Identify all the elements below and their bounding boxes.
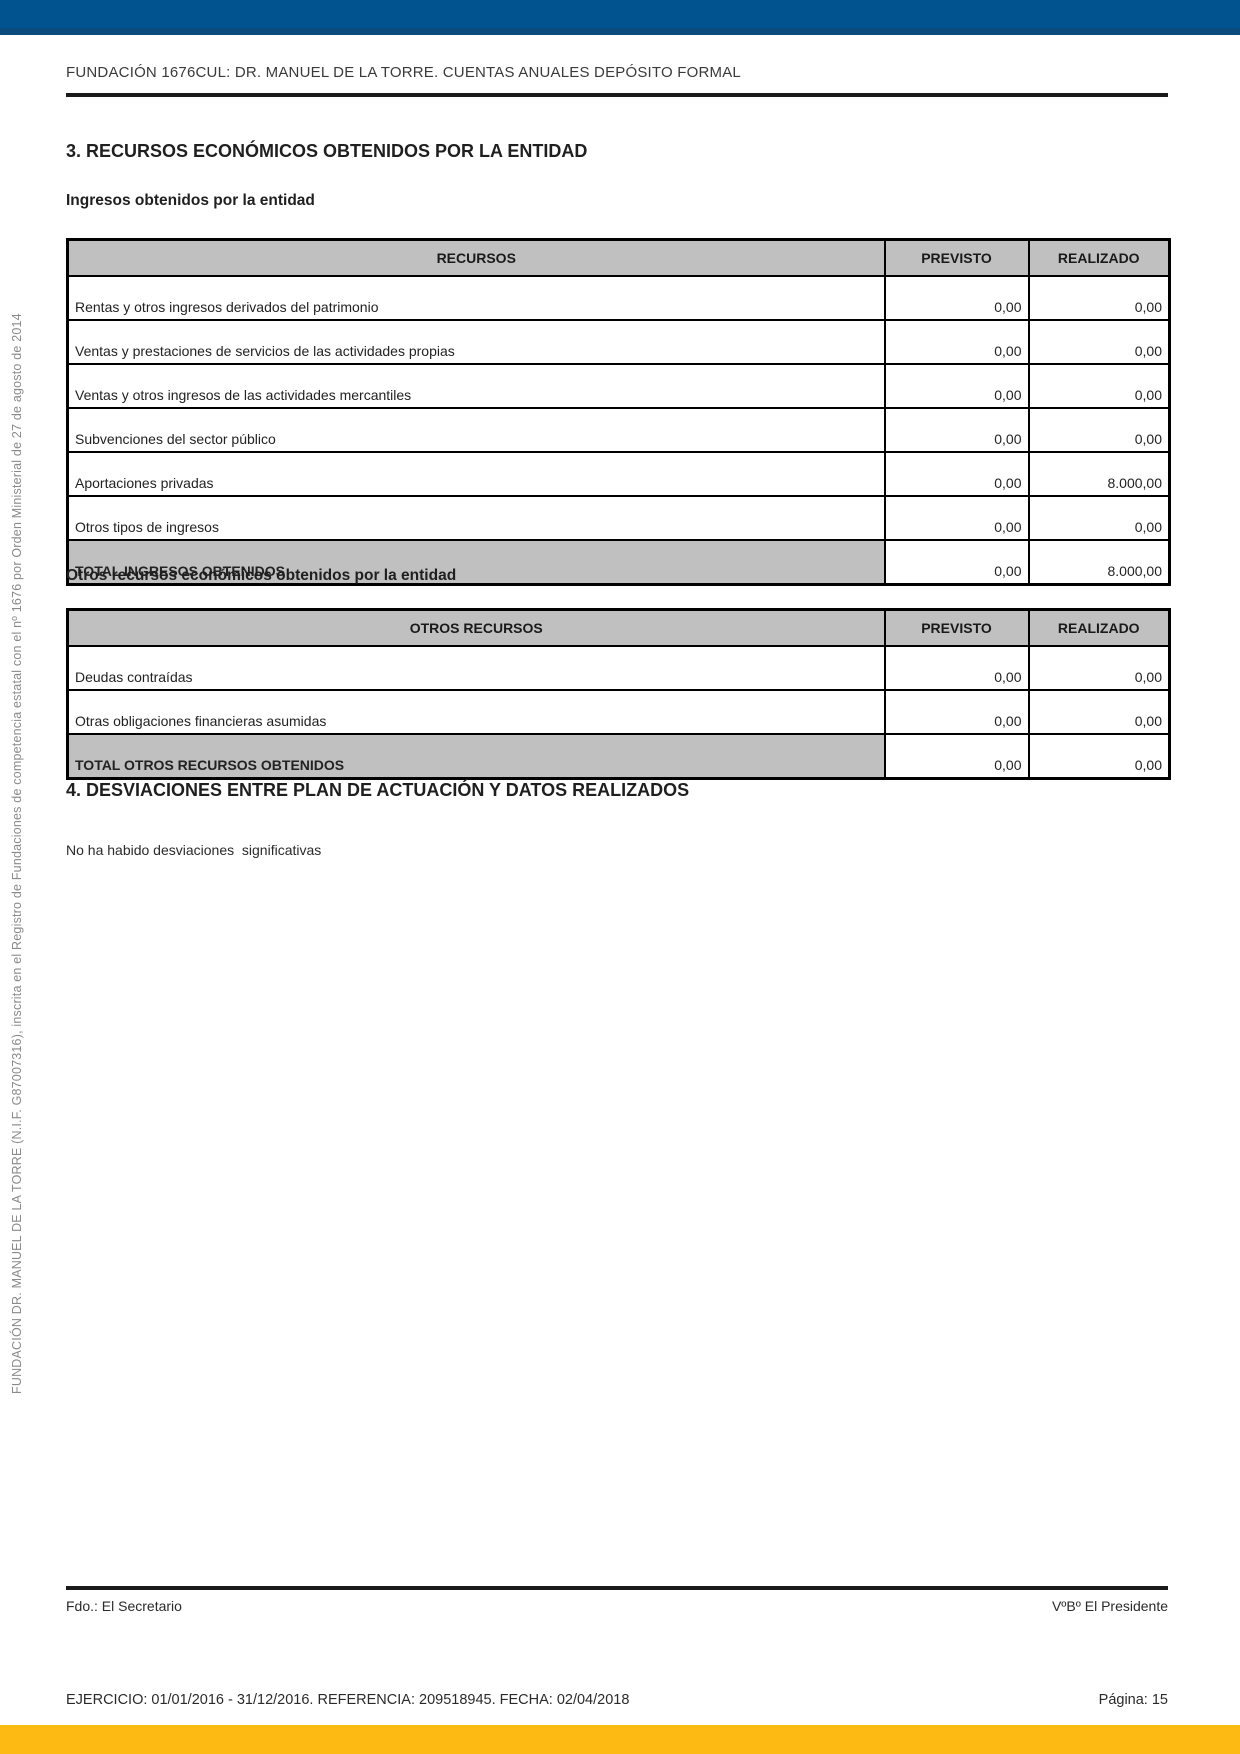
section-4-body-text: No ha habido desviaciones significativas [66,842,322,858]
col-header-realizado: REALIZADO [1027,238,1171,277]
row-realizado: 0,00 [1027,319,1171,365]
row-previsto: 0,00 [883,319,1030,365]
ingresos-table-container: RECURSOS PREVISTO REALIZADO Rentas y otr… [66,238,1171,586]
signature-row: Fdo.: El Secretario VºBº El Presidente [66,1598,1168,1614]
total-previsto: 0,00 [883,733,1030,780]
table-total-row: TOTAL INGRESOS OBTENIDOS 0,00 8.000,00 [66,539,1171,586]
col-header-previsto: PREVISTO [883,238,1030,277]
document-header-title: FUNDACIÓN 1676CUL: DR. MANUEL DE LA TORR… [66,64,741,81]
col-header-previsto: PREVISTO [883,608,1030,647]
row-previsto: 0,00 [883,689,1030,735]
section-4-title: 4. DESVIACIONES ENTRE PLAN DE ACTUACIÓN … [66,780,690,800]
table-row: Otros tipos de ingresos 0,00 0,00 [66,495,1171,541]
row-label: Ventas y otros ingresos de las actividad… [66,363,886,409]
row-previsto: 0,00 [883,363,1030,409]
total-previsto: 0,00 [883,539,1030,586]
bottom-footer-bar [0,1725,1240,1754]
row-realizado: 0,00 [1027,645,1171,691]
table-row: Subvenciones del sector público 0,00 0,0… [66,407,1171,453]
table-row: Otras obligaciones financieras asumidas … [66,689,1171,735]
row-realizado: 0,00 [1027,363,1171,409]
footer-info-row: EJERCICIO: 01/01/2016 - 31/12/2016. REFE… [66,1692,1168,1708]
col-header-realizado: REALIZADO [1027,608,1171,647]
total-realizado: 0,00 [1027,733,1171,780]
total-realizado: 8.000,00 [1027,539,1171,586]
top-header-bar [0,0,1240,35]
ingresos-subtitle: Ingresos obtenidos por la entidad [66,192,315,209]
total-label: TOTAL INGRESOS OBTENIDOS [66,539,886,586]
exercise-reference-info: EJERCICIO: 01/01/2016 - 31/12/2016. REFE… [66,1692,630,1708]
table-row: Deudas contraídas 0,00 0,00 [66,645,1171,691]
total-label: TOTAL OTROS RECURSOS OBTENIDOS [66,733,886,780]
row-previsto: 0,00 [883,451,1030,497]
row-label: Otras obligaciones financieras asumidas [66,689,886,735]
table-row: Ventas y prestaciones de servicios de la… [66,319,1171,365]
col-header-recursos: RECURSOS [66,238,886,277]
col-header-otros-recursos: OTROS RECURSOS [66,608,886,647]
row-realizado: 0,00 [1027,407,1171,453]
row-previsto: 0,00 [883,275,1030,321]
row-previsto: 0,00 [883,407,1030,453]
otros-recursos-table-container: OTROS RECURSOS PREVISTO REALIZADO Deudas… [66,608,1171,780]
otros-recursos-table: OTROS RECURSOS PREVISTO REALIZADO Deudas… [66,608,1171,780]
table-row: Rentas y otros ingresos derivados del pa… [66,275,1171,321]
row-realizado: 8.000,00 [1027,451,1171,497]
otros-recursos-subtitle: Otros recursos económicos obtenidos por … [66,567,457,584]
row-label: Aportaciones privadas [66,451,886,497]
registry-vertical-text: FUNDACIÓN DR. MANUEL DE LA TORRE (N.I.F.… [10,313,24,1394]
row-realizado: 0,00 [1027,495,1171,541]
row-label: Deudas contraídas [66,645,886,691]
row-realizado: 0,00 [1027,275,1171,321]
row-label: Otros tipos de ingresos [66,495,886,541]
row-label: Subvenciones del sector público [66,407,886,453]
signature-rule [66,1586,1168,1590]
table-row: Ventas y otros ingresos de las actividad… [66,363,1171,409]
president-signature-label: VºBº El Presidente [1051,1598,1168,1614]
row-realizado: 0,00 [1027,689,1171,735]
table-row: Aportaciones privadas 0,00 8.000,00 [66,451,1171,497]
section-3-title: 3. RECURSOS ECONÓMICOS OBTENIDOS POR LA … [66,141,588,161]
table-header-row: OTROS RECURSOS PREVISTO REALIZADO [66,608,1171,647]
header-rule [66,93,1168,97]
table-header-row: RECURSOS PREVISTO REALIZADO [66,238,1171,277]
page-number: Página: 15 [1098,1692,1168,1708]
row-label: Ventas y prestaciones de servicios de la… [66,319,886,365]
table-total-row: TOTAL OTROS RECURSOS OBTENIDOS 0,00 0,00 [66,733,1171,780]
secretary-signature-label: Fdo.: El Secretario [66,1598,182,1614]
ingresos-table: RECURSOS PREVISTO REALIZADO Rentas y otr… [66,238,1171,586]
row-label: Rentas y otros ingresos derivados del pa… [66,275,886,321]
row-previsto: 0,00 [883,645,1030,691]
row-previsto: 0,00 [883,495,1030,541]
